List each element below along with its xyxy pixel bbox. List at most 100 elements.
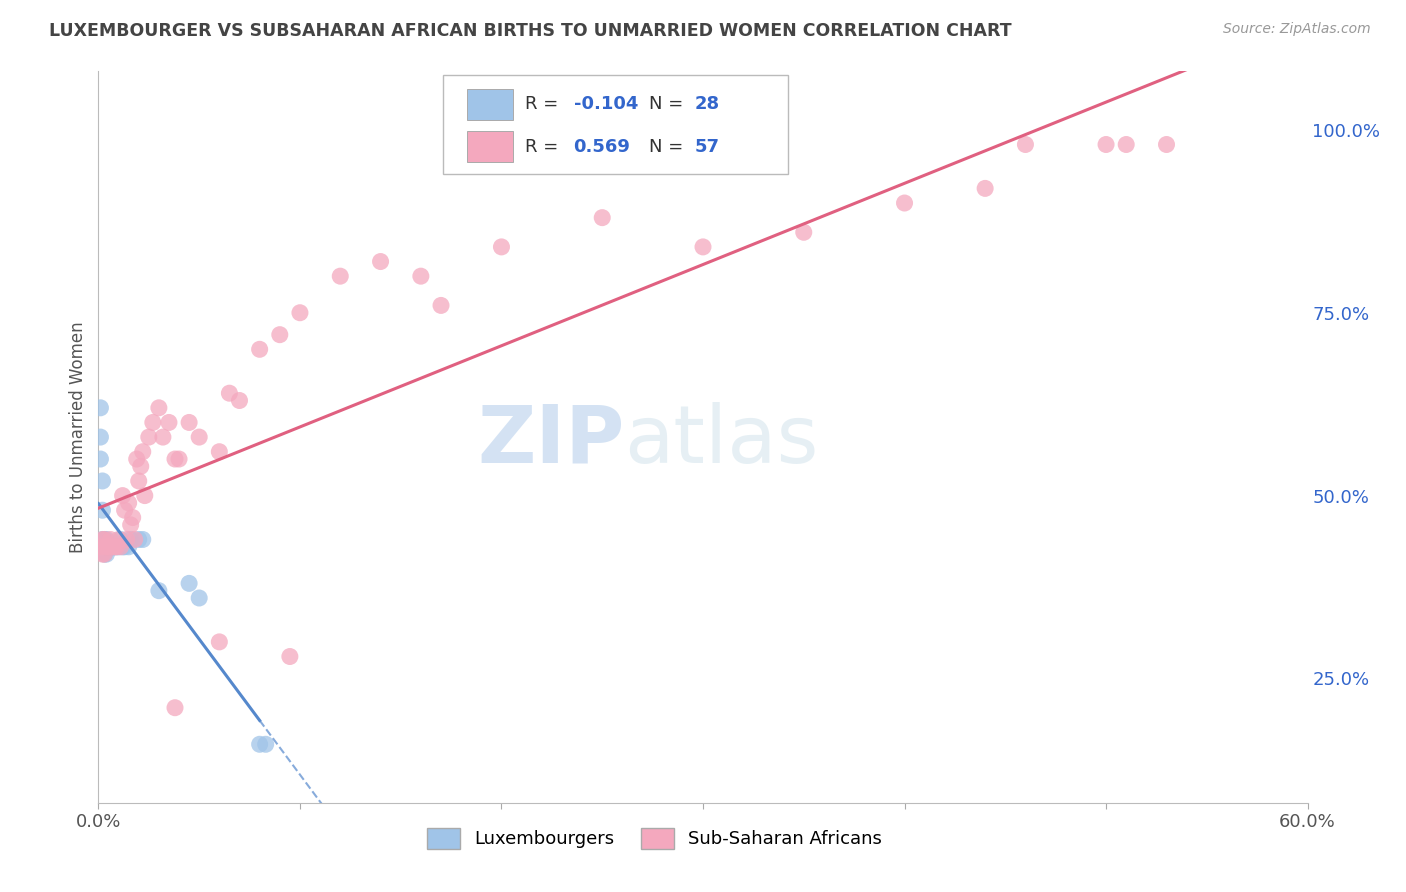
Point bbox=[409, 269, 432, 284]
Point bbox=[115, 533, 138, 547]
Point bbox=[101, 540, 124, 554]
Point bbox=[107, 533, 129, 547]
Text: LUXEMBOURGER VS SUBSAHARAN AFRICAN BIRTHS TO UNMARRIED WOMEN CORRELATION CHART: LUXEMBOURGER VS SUBSAHARAN AFRICAN BIRTH… bbox=[49, 22, 1012, 40]
Point bbox=[128, 533, 150, 547]
Point bbox=[114, 503, 136, 517]
Point bbox=[107, 540, 129, 554]
Point bbox=[142, 416, 165, 430]
Point bbox=[91, 533, 114, 547]
Point bbox=[118, 540, 141, 554]
Point bbox=[1014, 137, 1036, 152]
Point bbox=[157, 416, 180, 430]
Text: 0.569: 0.569 bbox=[574, 137, 630, 156]
Point bbox=[132, 533, 155, 547]
Point bbox=[288, 306, 311, 320]
Point bbox=[179, 416, 201, 430]
Point bbox=[278, 649, 301, 664]
Point bbox=[254, 737, 277, 751]
Point bbox=[97, 540, 120, 554]
Point bbox=[132, 444, 155, 458]
Point bbox=[591, 211, 613, 225]
Point bbox=[103, 540, 125, 554]
Point bbox=[1095, 137, 1118, 152]
Point bbox=[93, 533, 115, 547]
Text: 28: 28 bbox=[695, 95, 720, 113]
Point bbox=[89, 452, 111, 467]
Text: N =: N = bbox=[648, 95, 689, 113]
Y-axis label: Births to Unmarried Women: Births to Unmarried Women bbox=[69, 321, 87, 553]
Point bbox=[89, 401, 111, 415]
Point bbox=[218, 386, 240, 401]
Point bbox=[101, 540, 124, 554]
Point bbox=[148, 583, 170, 598]
Point bbox=[793, 225, 815, 239]
Point bbox=[370, 254, 392, 268]
Point bbox=[152, 430, 174, 444]
Text: 57: 57 bbox=[695, 137, 720, 156]
Text: R =: R = bbox=[526, 137, 564, 156]
Point bbox=[100, 533, 122, 547]
Point bbox=[163, 700, 186, 714]
Point bbox=[163, 452, 186, 467]
Point bbox=[91, 474, 114, 488]
Point bbox=[1115, 137, 1137, 152]
Text: R =: R = bbox=[526, 95, 564, 113]
Point bbox=[93, 533, 115, 547]
Point bbox=[120, 517, 142, 532]
Point bbox=[167, 452, 190, 467]
Point bbox=[228, 393, 250, 408]
Text: N =: N = bbox=[648, 137, 689, 156]
Point bbox=[491, 240, 513, 254]
Point bbox=[96, 547, 118, 561]
Point bbox=[179, 576, 201, 591]
Point bbox=[89, 430, 111, 444]
Point bbox=[138, 430, 160, 444]
Point bbox=[269, 327, 291, 342]
FancyBboxPatch shape bbox=[443, 75, 787, 174]
Point bbox=[100, 540, 122, 554]
Point bbox=[118, 496, 141, 510]
Point bbox=[96, 540, 118, 554]
Text: -0.104: -0.104 bbox=[574, 95, 638, 113]
Point bbox=[124, 533, 146, 547]
Point bbox=[329, 269, 352, 284]
Point bbox=[110, 540, 132, 554]
Point bbox=[89, 540, 111, 554]
Point bbox=[1156, 137, 1178, 152]
Legend: Luxembourgers, Sub-Saharan Africans: Luxembourgers, Sub-Saharan Africans bbox=[420, 821, 890, 856]
FancyBboxPatch shape bbox=[467, 89, 513, 120]
FancyBboxPatch shape bbox=[467, 131, 513, 162]
Point bbox=[105, 540, 128, 554]
Point bbox=[91, 503, 114, 517]
Point bbox=[692, 240, 714, 254]
Point bbox=[129, 459, 152, 474]
Point bbox=[103, 540, 125, 554]
Point bbox=[93, 547, 115, 561]
Point bbox=[974, 181, 997, 195]
Point bbox=[120, 533, 142, 547]
Point bbox=[188, 430, 211, 444]
Text: Source: ZipAtlas.com: Source: ZipAtlas.com bbox=[1223, 22, 1371, 37]
Point bbox=[91, 547, 114, 561]
Point bbox=[188, 591, 211, 605]
Point bbox=[208, 444, 231, 458]
Point bbox=[121, 510, 143, 524]
Point bbox=[111, 489, 134, 503]
Point bbox=[91, 533, 114, 547]
Point bbox=[249, 737, 271, 751]
Point bbox=[148, 401, 170, 415]
Point bbox=[134, 489, 156, 503]
Point bbox=[93, 547, 115, 561]
Point bbox=[208, 635, 231, 649]
Point bbox=[893, 196, 915, 211]
Point bbox=[111, 540, 134, 554]
Text: atlas: atlas bbox=[624, 401, 818, 480]
Point bbox=[110, 533, 132, 547]
Point bbox=[105, 540, 128, 554]
Text: ZIP: ZIP bbox=[477, 401, 624, 480]
Point bbox=[125, 452, 148, 467]
Point bbox=[249, 343, 271, 357]
Point bbox=[114, 540, 136, 554]
Point bbox=[97, 540, 120, 554]
Point bbox=[96, 533, 118, 547]
